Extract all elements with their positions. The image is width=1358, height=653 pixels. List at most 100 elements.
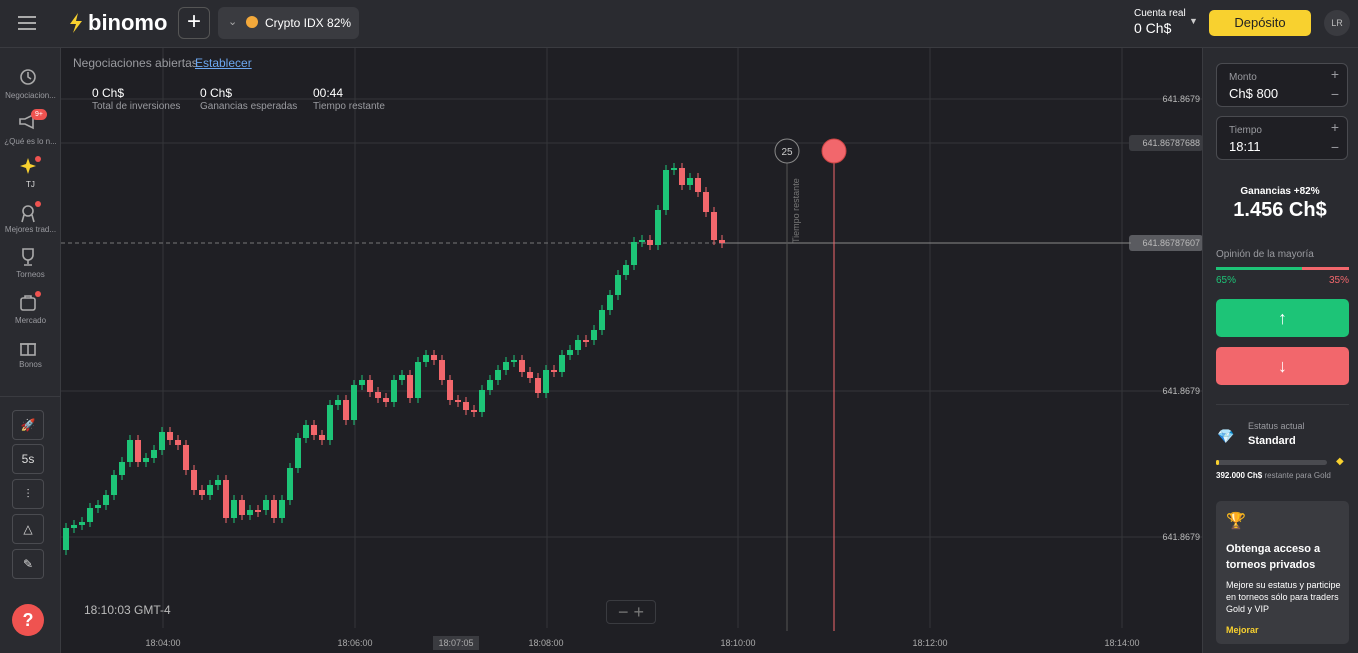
candle-body bbox=[119, 462, 125, 475]
menu-icon[interactable] bbox=[18, 15, 36, 31]
chart-type-button[interactable]: ⫶ bbox=[12, 479, 44, 509]
deposit-button[interactable]: Depósito bbox=[1209, 10, 1311, 36]
stat-label: Ganancias esperadas bbox=[200, 101, 298, 112]
candle-body bbox=[327, 405, 333, 440]
price-label: 641.8679 bbox=[1162, 94, 1200, 104]
candle-body bbox=[351, 385, 357, 420]
up-button[interactable]: ↑ bbox=[1216, 299, 1349, 337]
candle-body bbox=[639, 240, 645, 242]
candle-body bbox=[359, 380, 365, 385]
stat-value: 0 Ch$ bbox=[200, 86, 233, 100]
trophy-icon: 🏆 bbox=[1226, 513, 1246, 530]
sidebar-item[interactable]: ¿Qué es lo n... bbox=[4, 137, 57, 146]
candle-body bbox=[79, 522, 85, 525]
candle-body bbox=[207, 485, 213, 495]
candle-body bbox=[319, 435, 325, 440]
candle-body bbox=[543, 370, 549, 393]
amount-input[interactable]: Monto Ch$ 800 + − bbox=[1216, 63, 1348, 107]
candle-body bbox=[559, 355, 565, 372]
candle-body bbox=[95, 505, 101, 508]
candle-body bbox=[247, 510, 253, 515]
set-link[interactable]: Establecer bbox=[195, 56, 252, 70]
candle-body bbox=[71, 525, 77, 528]
candle-body bbox=[623, 265, 629, 275]
asset-selector[interactable]: ⌄ Crypto IDX 82% bbox=[218, 7, 359, 39]
gift-icon bbox=[20, 343, 36, 356]
candle-body bbox=[87, 508, 93, 522]
balance: 0 Ch$ bbox=[1134, 20, 1172, 36]
candle-body bbox=[495, 370, 501, 380]
status-progress bbox=[1216, 460, 1327, 465]
top-bar: binomo + ⌄ Crypto IDX 82% Cuenta real 0 … bbox=[0, 0, 1358, 48]
sidebar-item[interactable]: Mercado bbox=[14, 316, 47, 325]
status: Standard bbox=[1248, 435, 1296, 447]
timeframe-button[interactable]: 5s bbox=[12, 444, 44, 474]
candle-body bbox=[175, 440, 181, 445]
candle-body bbox=[295, 438, 301, 468]
tool-button[interactable]: 🚀 bbox=[12, 410, 44, 440]
candle-body bbox=[255, 510, 261, 512]
expiry-flag bbox=[821, 138, 847, 164]
status-label: Estatus actual bbox=[1248, 421, 1305, 431]
candle-body bbox=[631, 242, 637, 265]
add-asset[interactable]: + bbox=[178, 7, 210, 39]
promo-text: Mejore su estatus y participe en torneos… bbox=[1226, 580, 1341, 614]
sidebar-item[interactable]: TJ bbox=[26, 180, 35, 189]
price-label: 641.86787607 bbox=[1142, 238, 1200, 248]
candle-body bbox=[431, 355, 437, 360]
time-label: 18:14:00 bbox=[1104, 638, 1139, 648]
candle-body bbox=[511, 360, 517, 362]
candle-body bbox=[231, 500, 237, 518]
candle-body bbox=[159, 432, 165, 450]
history-icon bbox=[20, 69, 36, 85]
sidebar: Negociacion... 9+ ¿Qué es lo n... TJ Mej… bbox=[0, 48, 61, 653]
candle-body bbox=[471, 410, 477, 412]
candle-body bbox=[519, 360, 525, 372]
candle-body bbox=[535, 378, 541, 393]
time-label: 18:12:00 bbox=[912, 638, 947, 648]
candle-body bbox=[263, 500, 269, 510]
sidebar-item[interactable]: Bonos bbox=[19, 360, 42, 369]
candle-body bbox=[663, 170, 669, 210]
promo-title: Obtenga acceso a torneos privados bbox=[1226, 543, 1321, 571]
down-button[interactable]: ↓ bbox=[1216, 347, 1349, 385]
avatar[interactable]: LR bbox=[1324, 10, 1350, 36]
candle-body bbox=[591, 330, 597, 340]
sidebar-item[interactable]: Torneos bbox=[16, 270, 45, 279]
sidebar-item[interactable]: Negociacion... bbox=[5, 91, 56, 100]
candle-body bbox=[655, 210, 661, 245]
candle-body bbox=[151, 450, 157, 458]
indicator-button[interactable]: △ bbox=[12, 514, 44, 544]
timer-text: 25 bbox=[781, 147, 793, 158]
dot bbox=[35, 291, 41, 297]
asset-name: Crypto IDX 82% bbox=[265, 16, 352, 30]
candle-body bbox=[527, 372, 533, 378]
candle-body bbox=[367, 380, 373, 392]
promo-link[interactable]: Mejorar bbox=[1226, 625, 1259, 635]
draw-button[interactable]: ✎ bbox=[12, 549, 44, 579]
timer-caption: Tiempo restante bbox=[791, 178, 801, 243]
candle-body bbox=[551, 370, 557, 372]
candle-body bbox=[399, 375, 405, 380]
sidebar-item[interactable]: Mejores trad... bbox=[4, 225, 57, 234]
help-button[interactable]: ? bbox=[12, 604, 44, 636]
account-arrow[interactable]: ▼ bbox=[1189, 16, 1198, 26]
candle-body bbox=[695, 178, 701, 192]
promo-card: 🏆 Obtenga acceso a torneos privados Mejo… bbox=[1216, 501, 1349, 644]
price-label: 641.8679 bbox=[1162, 386, 1200, 396]
remaining: 392.000 Ch$ restante para Gold bbox=[1216, 471, 1331, 480]
candle-body bbox=[447, 380, 453, 400]
time-input[interactable]: Tiempo 18:11 + − bbox=[1216, 116, 1348, 160]
candle-body bbox=[311, 425, 317, 435]
price-label: 641.8679 bbox=[1162, 532, 1200, 542]
deposit-label: Depósito bbox=[1234, 15, 1286, 30]
candle-body bbox=[271, 500, 277, 518]
candle-body bbox=[687, 178, 693, 185]
candle-body bbox=[671, 168, 677, 170]
candle-body bbox=[335, 400, 341, 405]
zoom-controls[interactable]: − + bbox=[606, 600, 656, 624]
candle-body bbox=[599, 310, 605, 330]
profit: 1.456 Ch$ bbox=[1233, 199, 1327, 221]
candle-body bbox=[719, 240, 725, 243]
candle-body bbox=[567, 350, 573, 355]
